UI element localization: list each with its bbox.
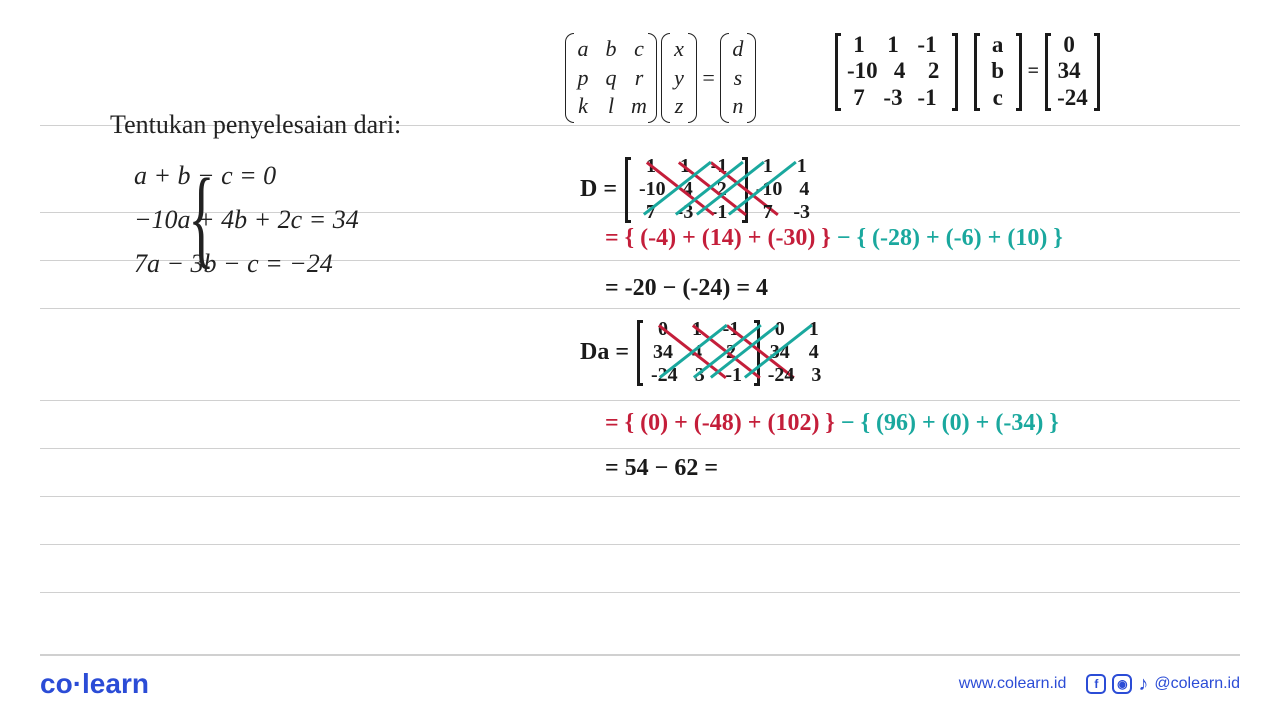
matrix-A: abc pqr klm <box>565 35 657 121</box>
generic-matrix-form: abc pqr klm x y z = d s n <box>565 35 756 121</box>
tiktok-icon: ♪ <box>1138 673 1148 696</box>
problem-statement: Tentukan penyelesaian dari: a + b − c = … <box>110 110 401 287</box>
social-icons: f ◉ ♪ @colearn.id <box>1086 673 1240 696</box>
facebook-icon: f <box>1086 674 1106 694</box>
D-label: D = <box>580 176 617 203</box>
matrix-B: d s n <box>720 35 756 121</box>
footer-url: www.colearn.id <box>959 675 1067 693</box>
matrix-X: x y z <box>661 35 697 121</box>
instagram-icon: ◉ <box>1112 674 1132 694</box>
footer: co·learn www.colearn.id f ◉ ♪ @colearn.i… <box>40 654 1240 700</box>
D-calc-line1: = { (-4) + (14) + (-30) } − { (-28) + (-… <box>605 225 1063 252</box>
equation-brace: { <box>188 154 214 281</box>
equals-sign: = <box>701 65 716 91</box>
Da-calc-line1: = { (0) + (-48) + (102) } − { (96) + (0)… <box>605 410 1059 437</box>
equation-1: a + b − c = 0 <box>134 154 401 198</box>
equation-2: −10a + 4b + 2c = 34 <box>134 198 401 242</box>
equation-3: 7a − 3b − c = −24 <box>134 242 401 286</box>
brand-logo: co·learn <box>40 668 149 700</box>
D-calc-line2: = -20 − (-24) = 4 <box>605 275 768 302</box>
Da-calc-line2: = 54 − 62 = <box>605 455 718 482</box>
Da-determinant-matrix: Da = 01-1 3442 -243-1 01 344 -243 <box>580 318 828 387</box>
D-determinant-matrix: D = 11-1 -1042 7-3-1 11 -104 7-3 <box>580 155 816 224</box>
hw-matrix-equation: 11-1 -1042 7-3-1 a b c = 0 34 -24 <box>835 32 1100 111</box>
Da-label: Da = <box>580 339 629 366</box>
problem-title: Tentukan penyelesaian dari: <box>110 110 401 140</box>
social-handle: @colearn.id <box>1154 675 1240 693</box>
